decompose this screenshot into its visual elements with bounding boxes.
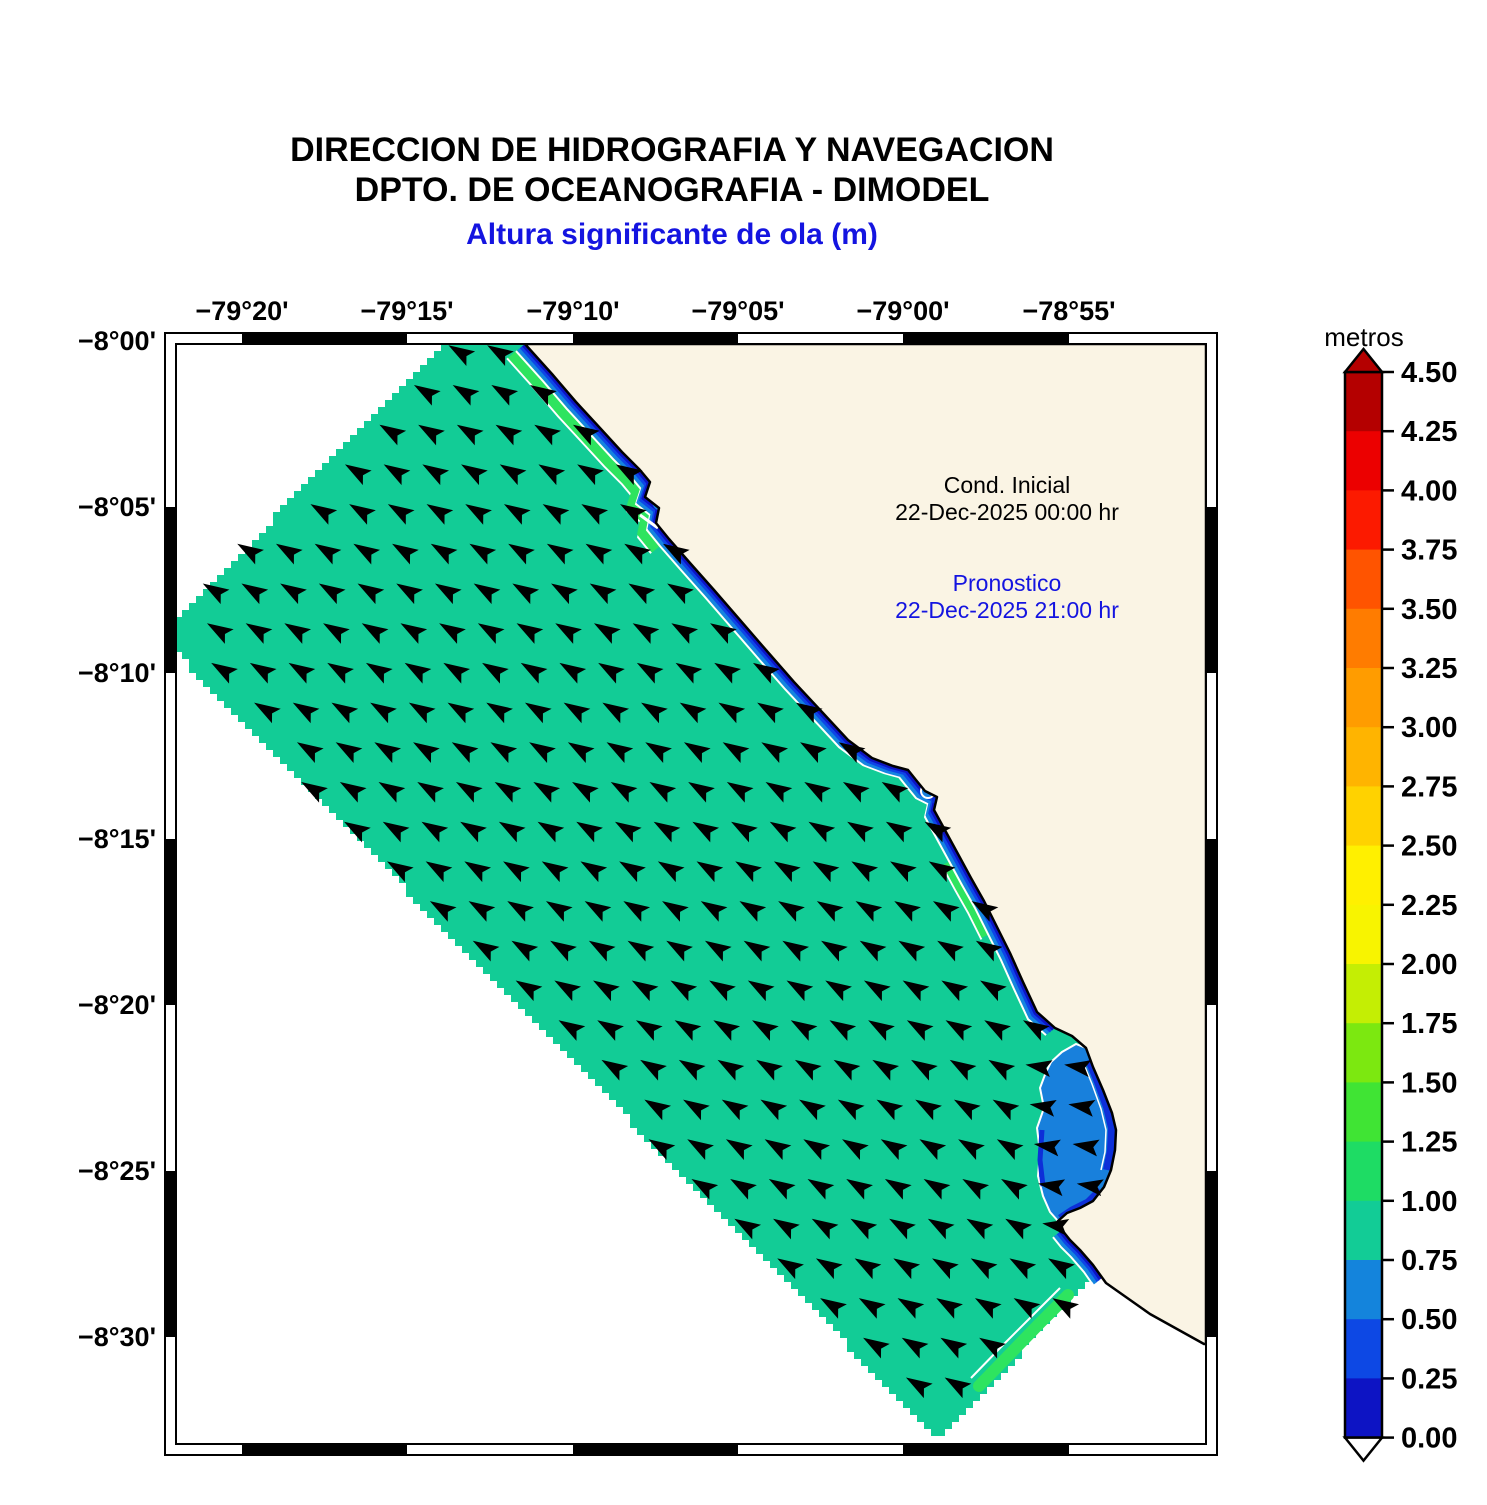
colorbar-tick-label: 4.25	[1401, 416, 1457, 448]
lon-tick-label: −79°20'	[195, 296, 288, 326]
coast-band-white	[515, 350, 1047, 1036]
colorbar-tick-label: 2.25	[1401, 890, 1457, 922]
colorbar-segment	[1345, 845, 1382, 906]
colorbar-segment	[1345, 490, 1382, 551]
colorbar-title: metros	[1324, 322, 1404, 352]
colorbar-bottom-arrow	[1342, 1436, 1385, 1463]
wave-height-field	[176, 344, 1206, 1436]
coast-band-mid-blue	[519, 345, 1053, 1033]
colorbar-tick-label: 2.00	[1401, 949, 1457, 981]
map-plot-area	[176, 344, 1206, 1444]
colorbar-tick-label: 3.00	[1401, 712, 1457, 744]
colorbar-tick-label: 2.75	[1401, 771, 1457, 803]
forecast-datetime: 22-Dec-2025 21:00 hr	[895, 597, 1119, 623]
colorbar-tick-label: 0.25	[1401, 1363, 1457, 1395]
lon-tick-label: −79°05'	[691, 296, 784, 326]
nearshore-green-band-2	[942, 860, 991, 938]
coast-band-south-light-blue	[1053, 1234, 1097, 1285]
wave-direction-arrows	[202, 345, 1104, 1399]
lat-tick-label: −8°00'	[78, 326, 156, 356]
nearshore-white-contour-2	[941, 865, 983, 940]
cove-dark-band-inner	[1085, 1058, 1117, 1171]
se-edge-green-contour	[973, 1289, 1074, 1392]
chart-subtitle: Altura significante de ola (m)	[466, 218, 878, 251]
lat-tick-label: −8°15'	[78, 824, 156, 854]
initial-condition-label: Cond. Inicial	[943, 472, 1071, 498]
colorbar: 4.50 4.25 4.00 3.75 3.50 3.25 3.00 2.75 2.50 2.25…	[1342, 347, 1457, 1463]
colorbar-segment	[1345, 727, 1382, 787]
map-frame-bands	[165, 333, 1217, 1455]
lon-tick-label: −79°15'	[360, 296, 453, 326]
colorbar-segment	[1345, 786, 1382, 847]
forecast-label: Pronostico	[952, 570, 1062, 596]
lat-tick-label: −8°20'	[78, 990, 156, 1020]
colorbar-segment	[1345, 904, 1382, 965]
colorbar-tick-label: 0.50	[1401, 1304, 1457, 1336]
lon-axis-labels: −79°20' −79°15' −79°10' −79°05' −79°00' −78°5…	[195, 296, 1115, 326]
colorbar-segment	[1345, 668, 1382, 728]
colorbar-tick-label: 3.50	[1401, 594, 1457, 626]
lon-tick-label: −78°55'	[1022, 296, 1115, 326]
colorbar-segment	[1345, 1319, 1382, 1379]
lon-tick-label: −79°10'	[526, 296, 619, 326]
colorbar-segment	[1345, 608, 1382, 669]
colorbar-segment	[1345, 549, 1382, 610]
lat-tick-label: −8°25'	[78, 1156, 156, 1186]
lat-axis-labels: −8°00' −8°05' −8°10' −8°15' −8°20' −8°25' −8°3…	[78, 326, 156, 1352]
colorbar-segment	[1345, 431, 1382, 491]
colorbar-tick-label: 0.00	[1401, 1423, 1457, 1455]
colorbar-segment	[1345, 1141, 1382, 1202]
coast-band-dark-blue	[522, 344, 1055, 1031]
colorbar-tick-label: 1.25	[1401, 1127, 1457, 1159]
coast-band-south-dark-blue	[1058, 1230, 1102, 1281]
lat-tick-label: −8°10'	[78, 658, 156, 688]
colorbar-tick-label: 4.50	[1401, 357, 1457, 389]
colorbar-segment	[1345, 1378, 1382, 1439]
cove-dark-band-outer	[1037, 1129, 1046, 1187]
colorbar-segment	[1345, 964, 1382, 1024]
colorbar-tick-label: 3.75	[1401, 535, 1457, 567]
lat-tick-label: −8°05'	[78, 492, 156, 522]
colorbar-segment	[1345, 372, 1382, 432]
map-frame-inner	[175, 343, 1207, 1445]
coast-band-south-mid-blue	[1056, 1231, 1100, 1283]
initial-condition-datetime: 22-Dec-2025 00:00 hr	[895, 499, 1119, 525]
colorbar-segment	[1345, 1200, 1382, 1261]
colorbar-tick-label: 1.00	[1401, 1186, 1457, 1218]
colorbar-tick-label: 1.50	[1401, 1067, 1457, 1099]
nearshore-green-band-1	[508, 349, 662, 553]
colorbar-segment	[1345, 1260, 1382, 1320]
colorbar-tick-label: 1.75	[1401, 1008, 1457, 1040]
colorbar-tick-label: 0.75	[1401, 1245, 1457, 1277]
org-title-line1: DIRECCION DE HIDROGRAFIA Y NAVEGACION	[290, 131, 1054, 169]
lat-tick-label: −8°30'	[78, 1322, 156, 1352]
coast-band-south-white	[1052, 1236, 1094, 1286]
lon-tick-label: −79°00'	[856, 296, 949, 326]
colorbar-tick-label: 3.25	[1401, 653, 1457, 685]
org-title-line2: DPTO. DE OCEANOGRAFIA - DIMODEL	[354, 171, 990, 209]
cove-white-contour	[1082, 1061, 1107, 1171]
colorbar-top-arrow	[1342, 347, 1385, 374]
map-frame-outer	[164, 332, 1218, 1456]
colorbar-tick-label: 2.50	[1401, 831, 1457, 863]
colorbar-tick-label: 4.00	[1401, 475, 1457, 507]
se-edge-white-contour	[970, 1287, 1061, 1379]
colorbar-segment	[1345, 1023, 1382, 1083]
coast-band-light-blue	[517, 348, 1050, 1035]
colorbar-segment	[1345, 1082, 1382, 1143]
headland-white-contour	[639, 513, 659, 530]
